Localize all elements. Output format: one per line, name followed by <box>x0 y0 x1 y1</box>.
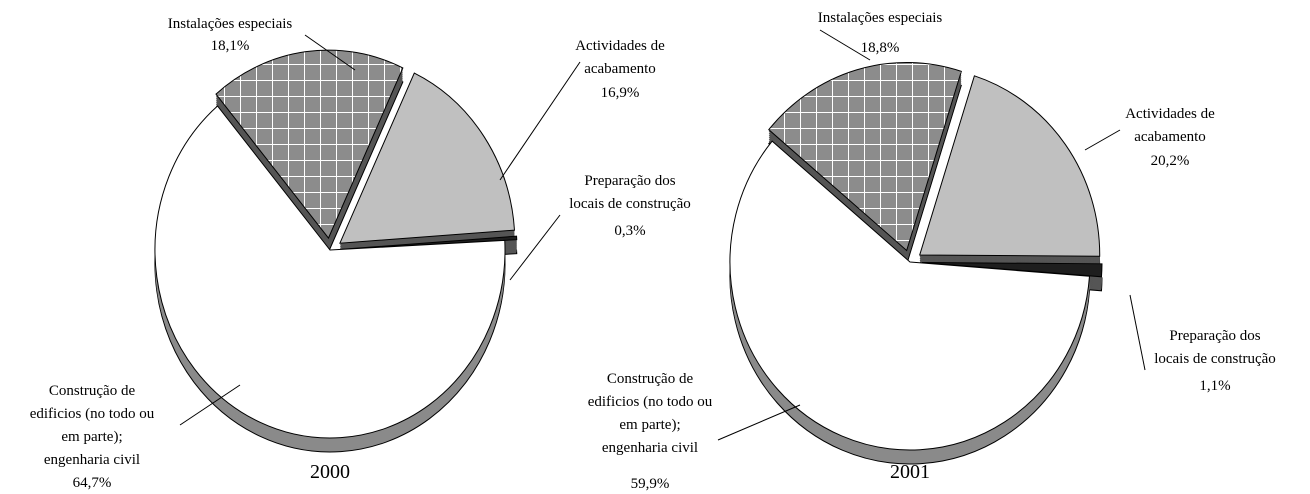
category-label: Actividades de acabamento <box>1125 106 1215 145</box>
value-label: 0,3% <box>614 223 645 239</box>
value-label: 1,1% <box>1199 378 1230 394</box>
slice <box>339 72 516 244</box>
leader-line <box>304 34 356 71</box>
value-label: 59,9% <box>631 476 670 492</box>
category-label: Preparação dos locais de construção <box>569 173 691 212</box>
slice <box>215 49 404 240</box>
category-label: Construção de edificios (no todo ou em par… <box>30 383 155 468</box>
value-label: 64,7% <box>73 475 112 491</box>
leader-line <box>509 214 561 281</box>
category-label: Construção de edificios (no todo ou em par… <box>588 371 713 456</box>
chart-title: 2000 <box>310 461 350 483</box>
value-label: 18,1% <box>211 38 250 54</box>
category-label: Instalações especiais <box>168 16 293 32</box>
leader-line <box>1129 294 1146 371</box>
slice <box>729 140 1091 451</box>
leader-line <box>179 384 241 426</box>
slice <box>768 61 962 252</box>
leader-line <box>819 29 871 61</box>
leader-line <box>717 404 801 441</box>
category-label: Actividades de acabamento <box>575 38 665 77</box>
value-label: 20,2% <box>1151 153 1190 169</box>
category-label: Instalações especiais <box>818 10 943 26</box>
category-label: Preparação dos locais de construção <box>1154 328 1276 367</box>
slice <box>919 75 1101 257</box>
chart-title: 2001 <box>890 461 930 483</box>
slice <box>341 235 518 250</box>
slice <box>154 105 506 439</box>
value-label: 18,8% <box>861 40 900 56</box>
value-label: 16,9% <box>601 85 640 101</box>
leader-line <box>499 61 581 181</box>
leader-line <box>1084 129 1121 151</box>
